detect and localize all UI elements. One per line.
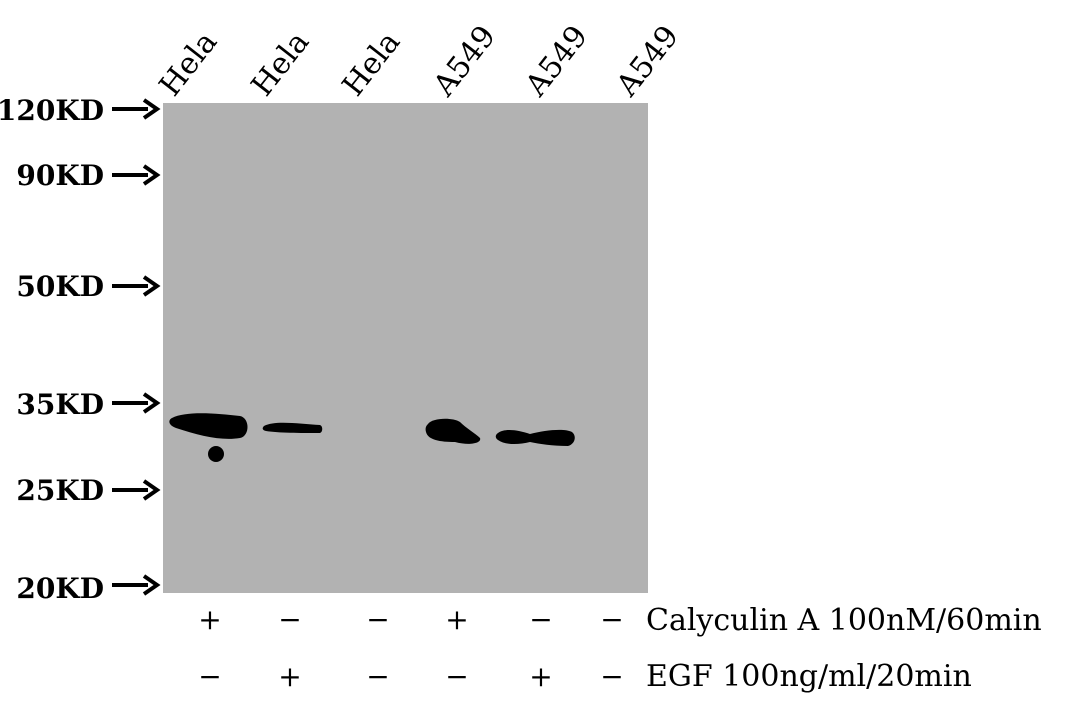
- arrow-right-icon: [112, 479, 161, 501]
- treatment-label-calyculin: Calyculin A 100nM/60min: [646, 603, 1042, 638]
- lane-label-1: Hela: [153, 25, 225, 103]
- lane-label-5: A549: [518, 19, 595, 104]
- band-lane-1-spot: [208, 446, 224, 462]
- band-group: [169, 413, 575, 462]
- marker-label-20: 20KD: [16, 572, 104, 605]
- calyculin-sign-lane-2: −: [278, 603, 301, 636]
- lane-label-4: A549: [426, 19, 503, 104]
- band-lane-5: [495, 429, 575, 446]
- lane-labels: Hela Hela Hela A549 A549 A549: [153, 19, 686, 104]
- lane-label-2: Hela: [245, 25, 317, 103]
- arrow-right-icon: [112, 392, 161, 414]
- lane-label-6: A549: [609, 19, 686, 104]
- marker-label-90: 90KD: [16, 159, 104, 192]
- blot-membrane: [163, 103, 648, 593]
- lane-label-3: Hela: [336, 25, 408, 103]
- egf-sign-lane-5: +: [529, 660, 552, 693]
- arrow-right-icon: [112, 98, 161, 120]
- calyculin-sign-lane-3: −: [366, 603, 389, 636]
- marker-ladder: 120KD 90KD 50KD 35KD 25KD 20KD: [0, 94, 161, 605]
- treatment-row-calyculin: + − − + − − Calyculin A 100nM/60min: [198, 603, 1041, 638]
- marker-label-25: 25KD: [16, 474, 104, 507]
- band-lane-1: [169, 413, 248, 439]
- marker-label-120: 120KD: [0, 94, 104, 127]
- band-lane-2: [262, 422, 323, 433]
- treatment-row-egf: − + − − + − EGF 100ng/ml/20min: [198, 659, 972, 694]
- calyculin-sign-lane-5: −: [529, 603, 552, 636]
- marker-label-50: 50KD: [16, 270, 104, 303]
- egf-sign-lane-3: −: [366, 660, 389, 693]
- calyculin-sign-lane-4: +: [445, 603, 468, 636]
- marker-label-35: 35KD: [16, 388, 104, 421]
- egf-sign-lane-6: −: [600, 660, 623, 693]
- arrow-right-icon: [112, 574, 161, 596]
- arrow-right-icon: [112, 275, 161, 297]
- calyculin-sign-lane-6: −: [600, 603, 623, 636]
- band-lane-4: [425, 418, 481, 444]
- egf-sign-lane-2: +: [278, 660, 301, 693]
- calyculin-sign-lane-1: +: [198, 603, 221, 636]
- egf-sign-lane-1: −: [198, 660, 221, 693]
- arrow-right-icon: [112, 164, 161, 186]
- treatment-label-egf: EGF 100ng/ml/20min: [646, 659, 972, 694]
- egf-sign-lane-4: −: [445, 660, 468, 693]
